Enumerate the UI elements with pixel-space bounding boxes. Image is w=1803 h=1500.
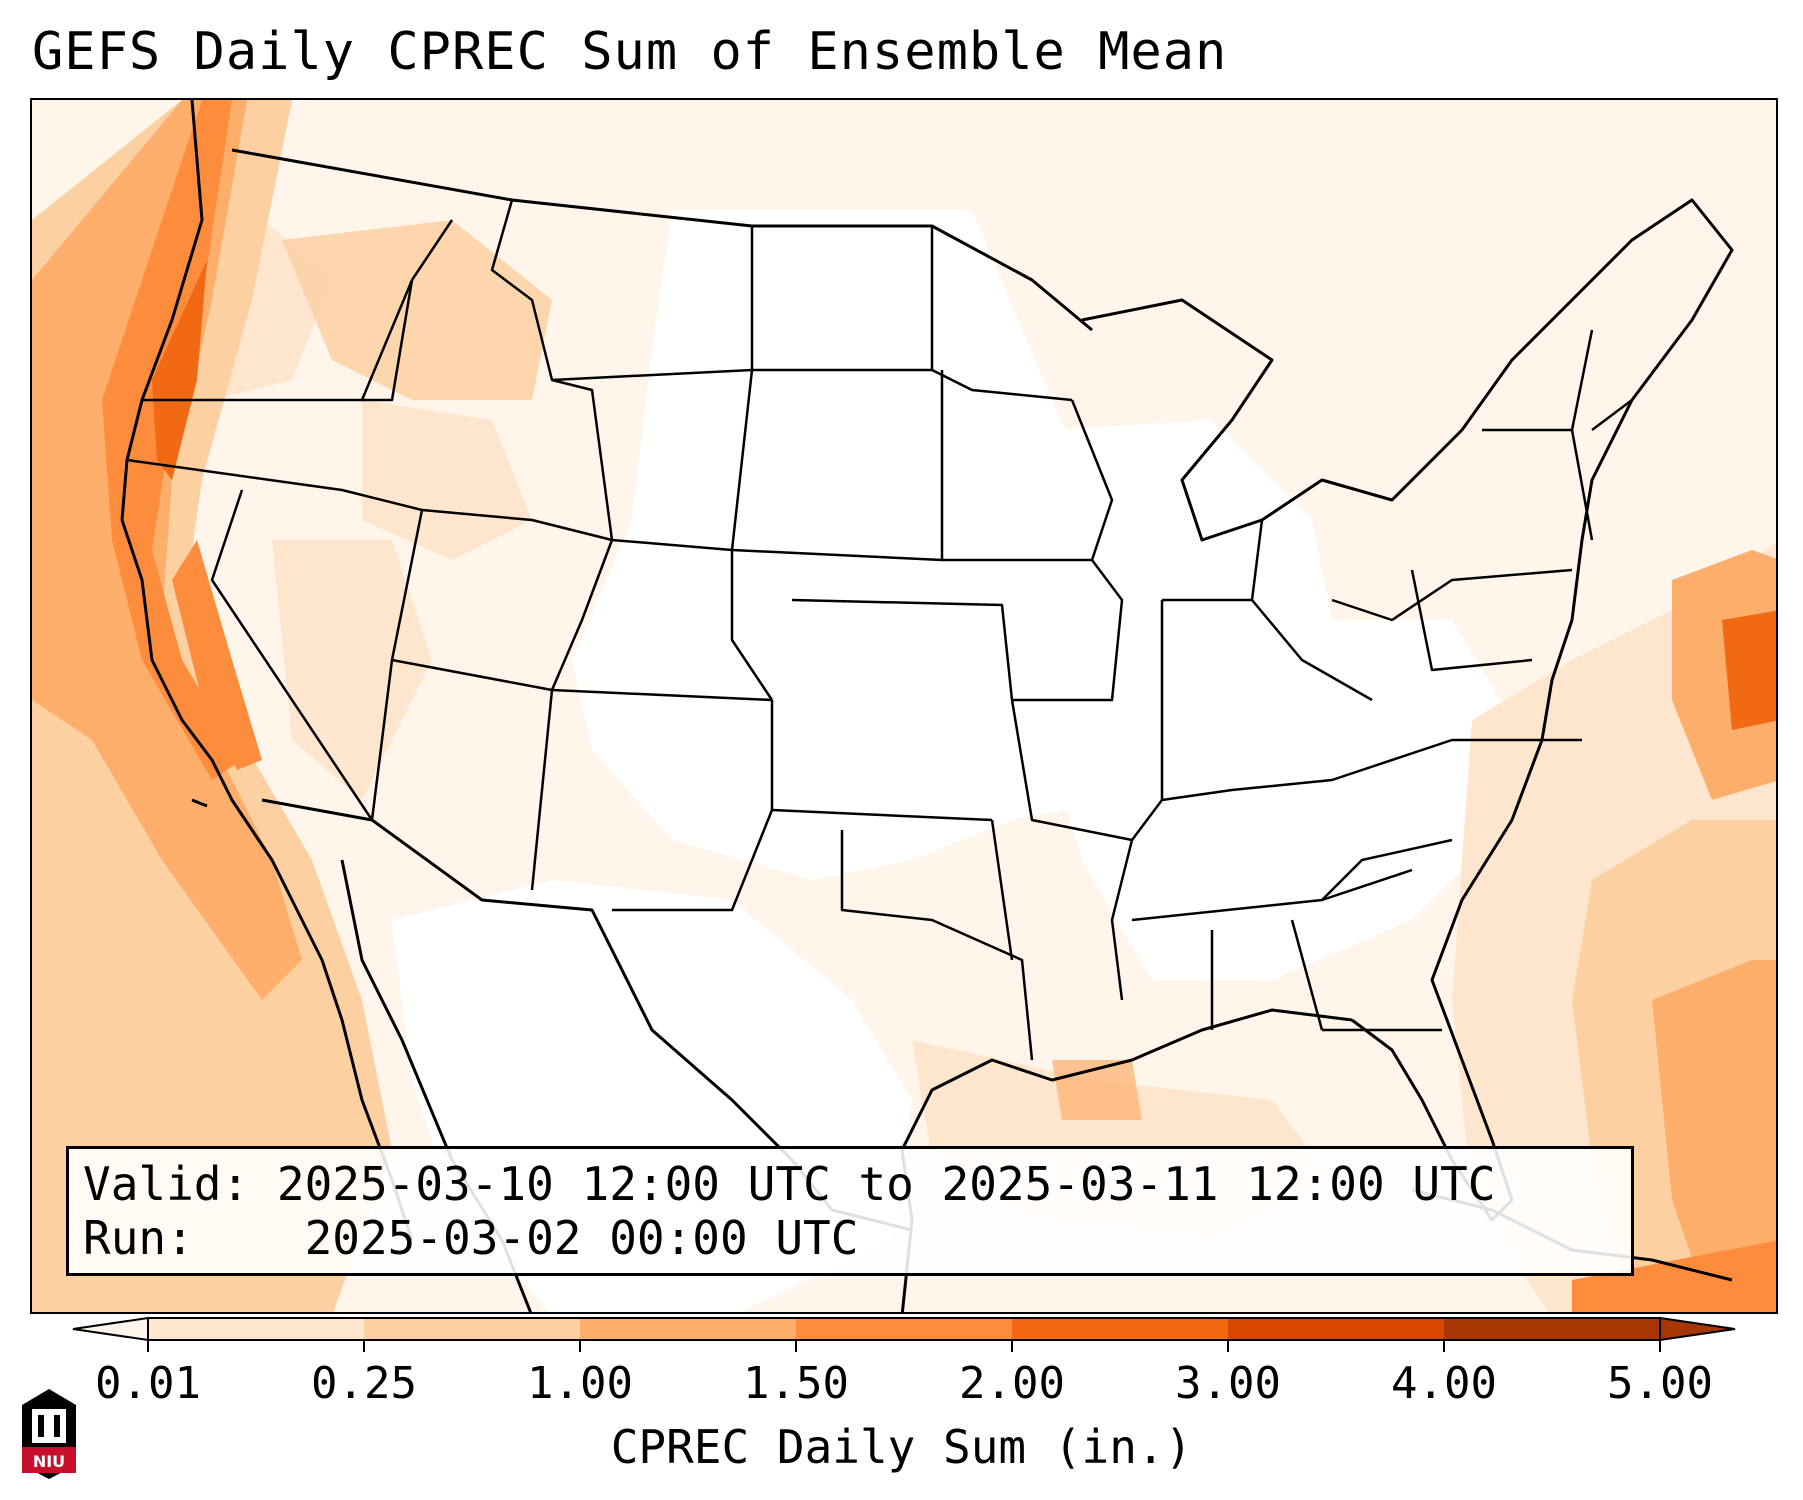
colorbar-tick-label: 5.00 <box>1607 1358 1713 1409</box>
map-title: GEFS Daily CPREC Sum of Ensemble Mean <box>32 22 1228 82</box>
niu-logo: NIU <box>22 1389 76 1479</box>
colorbar-bin <box>1012 1318 1229 1340</box>
run-label: Run: <box>83 1211 194 1265</box>
colorbar-outline <box>147 1317 1661 1341</box>
colorbar-bin <box>1444 1318 1661 1340</box>
colorbar-tick-label: 1.50 <box>743 1358 849 1409</box>
colorbar <box>72 1316 1736 1352</box>
map-panel <box>30 98 1778 1314</box>
colorbar-extend-min <box>72 1316 149 1342</box>
colorbar-bin <box>148 1318 365 1340</box>
colorbar-tick-label: 1.00 <box>527 1358 633 1409</box>
logo-text: NIU <box>33 1452 65 1471</box>
colorbar-bin <box>364 1318 581 1340</box>
colorbar-bin <box>796 1318 1013 1340</box>
colorbar-tick-label: 3.00 <box>1175 1358 1281 1409</box>
colorbar-label: CPREC Daily Sum (in.) <box>610 1420 1193 1474</box>
colorbar-bin <box>580 1318 797 1340</box>
colorbar-tick-label: 4.00 <box>1391 1358 1497 1409</box>
valid-label: Valid: <box>83 1157 250 1211</box>
valid-value: 2025-03-10 12:00 UTC to 2025-03-11 12:00… <box>276 1157 1496 1211</box>
valid-run-infobox: Valid: 2025-03-10 12:00 UTC to 2025-03-1… <box>66 1146 1634 1276</box>
run-value: 2025-03-02 00:00 UTC <box>304 1211 859 1265</box>
colorbar-tick-label: 0.01 <box>95 1358 201 1409</box>
colorbar-tick-label: 2.00 <box>959 1358 1065 1409</box>
colorbar-bin <box>1228 1318 1445 1340</box>
colorbar-tick-label: 0.25 <box>311 1358 417 1409</box>
colorbar-extend-max <box>1659 1316 1736 1342</box>
precip-field <box>32 100 1776 1312</box>
state-borders <box>126 199 1633 1061</box>
